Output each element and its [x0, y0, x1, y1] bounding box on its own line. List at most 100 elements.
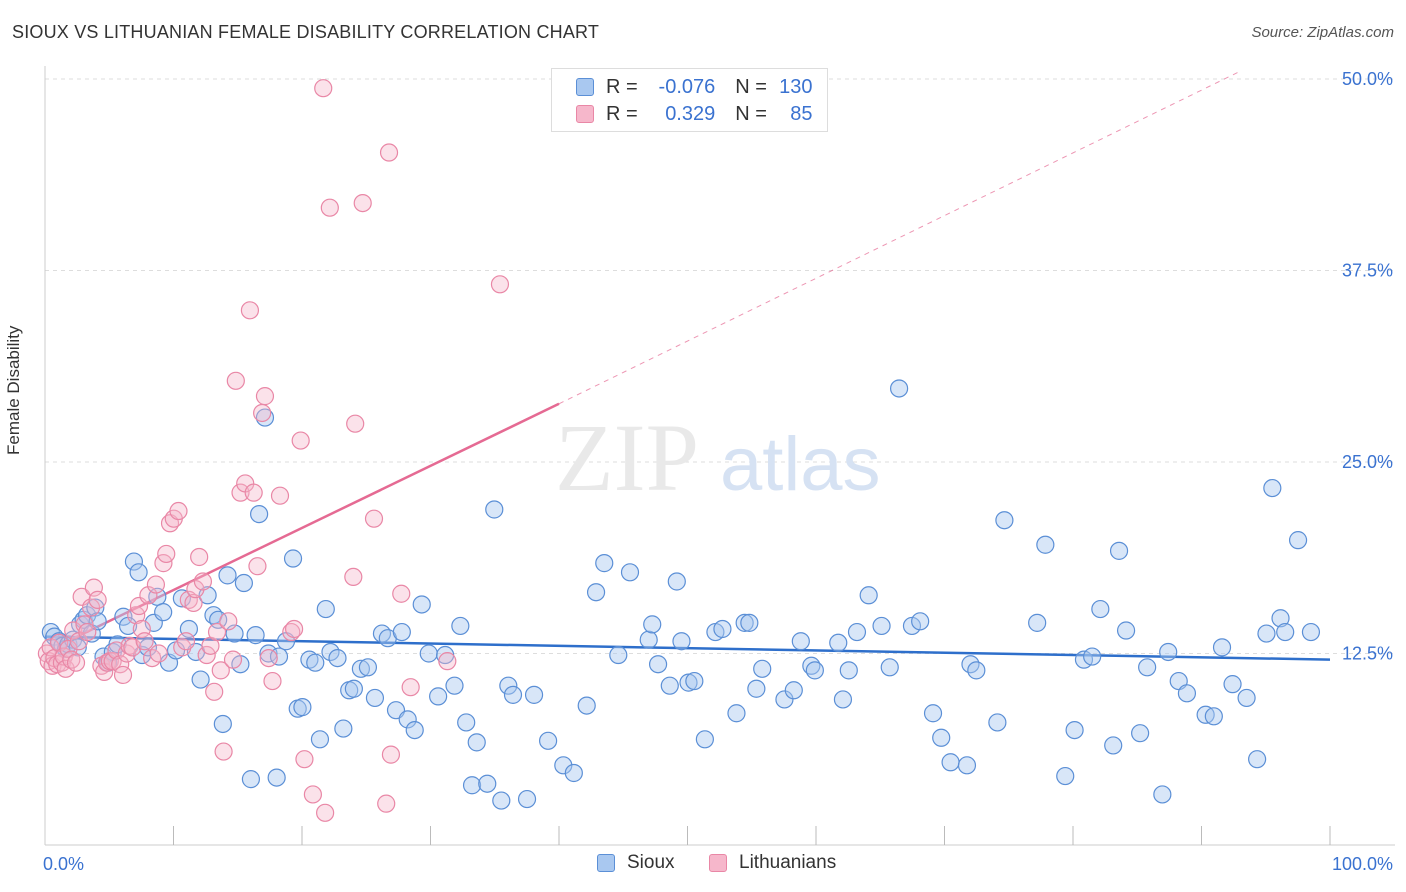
- sioux-point: [941, 753, 960, 772]
- sioux-point: [1159, 642, 1178, 662]
- sioux-point: [872, 616, 891, 636]
- sioux-point: [398, 710, 417, 729]
- sioux-point: [392, 622, 411, 642]
- source-credit: Source: ZipAtlas.com: [1251, 24, 1394, 41]
- sioux-point: [995, 511, 1014, 530]
- sioux-point: [1204, 707, 1223, 726]
- sioux-point: [713, 619, 732, 639]
- lithuanian-point: [346, 414, 365, 433]
- lithuanian-point: [295, 750, 314, 769]
- sioux-point: [419, 644, 438, 663]
- trend-lines: [44, 70, 1331, 661]
- sioux-point: [328, 648, 347, 668]
- lithuanian-point: [244, 483, 263, 502]
- sioux-point: [334, 719, 353, 738]
- sioux-point: [344, 679, 363, 698]
- sioux-point: [1223, 675, 1242, 694]
- sioux-point: [753, 659, 772, 678]
- lithuanian-point: [285, 619, 304, 639]
- lithuanian-point: [211, 661, 230, 680]
- lithuanian-point: [193, 572, 213, 591]
- watermark-atlas: atlas: [720, 422, 881, 507]
- legend-item-sioux: Sioux: [597, 852, 675, 874]
- lithuanian-point: [149, 644, 168, 663]
- chart-title: SIOUX VS LITHUANIAN FEMALE DISABILITY CO…: [12, 22, 600, 42]
- lithuanian-point: [59, 639, 78, 659]
- sioux-point: [241, 770, 261, 789]
- sioux-point: [234, 573, 253, 593]
- sioux-point: [847, 622, 867, 642]
- sioux-point: [839, 661, 858, 680]
- lithuanian-point: [364, 509, 384, 528]
- sioux-point: [191, 670, 210, 689]
- x-tick-label-max: 100.0%: [1332, 854, 1393, 874]
- x-tick-label-min: 0.0%: [43, 854, 84, 874]
- sioux-points: [41, 379, 1321, 810]
- lithuanian-point: [214, 742, 233, 761]
- lithuanian-point: [176, 632, 196, 651]
- sioux-point: [259, 644, 278, 663]
- lithuanian-point: [377, 794, 396, 813]
- sioux-point: [293, 698, 312, 717]
- series-legend: Sioux Lithuanians: [0, 852, 1406, 878]
- lithuanian-point: [49, 633, 69, 652]
- sioux-point: [988, 713, 1007, 732]
- sioux-point: [880, 658, 899, 677]
- y-tick-label: 12.5%: [1342, 644, 1393, 664]
- sioux-point: [672, 632, 691, 651]
- sioux-swatch: [576, 78, 594, 96]
- sioux-point: [429, 687, 448, 706]
- sioux-point: [1153, 785, 1172, 804]
- lithuanian-point: [231, 483, 250, 502]
- sioux-point: [310, 730, 330, 749]
- lithuanian-point: [344, 567, 363, 587]
- sioux-point: [503, 685, 523, 704]
- lithuanian-point: [282, 622, 301, 642]
- sioux-point: [1109, 541, 1129, 560]
- sioux-point: [1276, 622, 1295, 642]
- sioux-point: [889, 379, 909, 398]
- sioux-point: [564, 763, 583, 783]
- lithuanian-point: [490, 275, 510, 294]
- watermark-zip: ZIP: [555, 404, 699, 511]
- sioux-point: [1065, 720, 1084, 740]
- sioux-point: [306, 653, 325, 672]
- sioux-point: [735, 613, 754, 632]
- sioux-point: [478, 774, 497, 793]
- sioux-point: [833, 690, 853, 709]
- sioux-point: [351, 659, 370, 678]
- sioux-point: [577, 696, 596, 715]
- lithuanian-point: [248, 557, 267, 576]
- y-axis-label: Female Disability: [4, 325, 23, 455]
- sioux-point: [1237, 688, 1256, 708]
- legend-label-sioux: Sioux: [627, 852, 675, 873]
- sioux-point: [932, 728, 951, 747]
- legend-row-lithuanians: R = 0.329 N = 85: [576, 102, 813, 126]
- sioux-point: [747, 679, 766, 698]
- grid-lines: [45, 78, 1395, 654]
- sioux-point: [957, 756, 977, 775]
- r-value: -0.076: [658, 75, 716, 98]
- lithuanian-point: [381, 745, 401, 764]
- sioux-point: [648, 655, 668, 674]
- lithuanian-point: [223, 650, 243, 669]
- sioux-point: [1301, 622, 1321, 642]
- lithuanian-point: [219, 612, 238, 631]
- lithuanian-point: [186, 580, 205, 599]
- y-tick-label: 50.0%: [1342, 69, 1393, 89]
- sioux-point: [492, 791, 511, 810]
- lithuanian-point: [135, 632, 154, 651]
- y-tick-label: 37.5%: [1342, 261, 1393, 281]
- y-tick-labels: 12.5% 25.0% 37.5% 50.0%: [1342, 69, 1393, 664]
- r-label: R =: [606, 102, 638, 125]
- lithuanian-point: [139, 586, 158, 605]
- sioux-point: [784, 681, 803, 700]
- sioux-point: [859, 586, 878, 605]
- lithuanian-point: [270, 486, 290, 505]
- sioux-point: [1116, 621, 1136, 640]
- sioux-point: [365, 688, 385, 708]
- sioux-point: [1263, 478, 1282, 498]
- sioux-point: [154, 603, 173, 622]
- axes: [44, 66, 1395, 846]
